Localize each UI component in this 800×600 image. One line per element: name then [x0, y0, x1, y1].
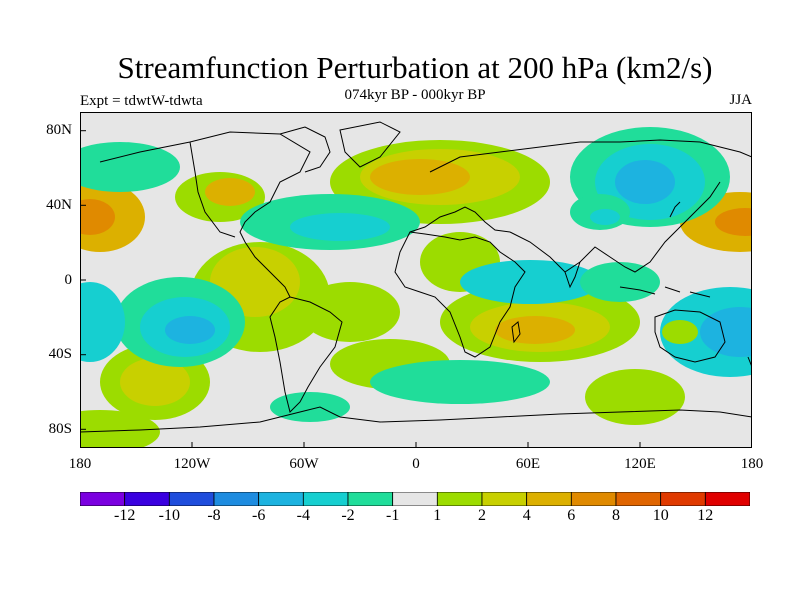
colorbar-swatch — [302, 492, 349, 506]
colorbar — [80, 492, 750, 506]
colorbar-swatch — [392, 492, 438, 506]
lat-tick-label: 0 — [64, 272, 73, 288]
colorbar-swatch — [481, 492, 528, 506]
season-label: JJA — [729, 92, 752, 108]
lon-tick-label: 120E — [624, 456, 656, 472]
colorbar-tick-label: -10 — [158, 507, 180, 524]
colorbar-swatch — [213, 492, 260, 506]
colorbar-swatch — [704, 492, 750, 506]
colorbar-tick-label: 12 — [697, 507, 714, 524]
lon-tick-label: 60E — [515, 456, 541, 472]
colorbar-swatch — [660, 492, 706, 506]
colorbar-swatch — [436, 492, 483, 506]
map-panel — [80, 112, 752, 448]
colorbar-tick-label: 4 — [522, 507, 531, 524]
lon-tick-label: 180 — [68, 456, 92, 472]
axis-ticks — [80, 130, 641, 448]
coastlines — [80, 121, 752, 433]
lat-tick-label: 80N — [46, 122, 72, 138]
colorbar-swatch — [347, 492, 394, 506]
colorbar-tick-label: -2 — [341, 507, 355, 524]
colorbar-tick-label: -12 — [114, 507, 136, 524]
lon-tick-label: 120W — [173, 456, 211, 472]
plot-title: Streamfunction Perturbation at 200 hPa (… — [117, 50, 713, 85]
streamfunction-map — [80, 112, 752, 448]
lon-tick-label: 180 — [740, 456, 764, 472]
colorbar-tick-label: -1 — [386, 507, 400, 524]
colorbar-tick-label: -4 — [296, 507, 310, 524]
experiment-label: Expt = tdwtW-tdwta — [80, 93, 203, 109]
lon-tick-label: 60W — [289, 456, 319, 472]
plot-subtitle: 074kyr BP - 000kyr BP — [344, 87, 486, 103]
colorbar-tick-label: -8 — [207, 507, 221, 524]
colorbar-swatch — [124, 492, 170, 506]
lat-tick-label: 40N — [46, 197, 72, 213]
colorbar-tick-label: 1 — [433, 507, 442, 524]
lon-tick-label: 0 — [412, 456, 420, 472]
colorbar-swatch — [570, 492, 617, 506]
contour-fields — [80, 127, 752, 448]
colorbar-tick-label: -6 — [252, 507, 266, 524]
colorbar-tick-label: 2 — [478, 507, 486, 524]
colorbar-swatch — [526, 492, 572, 506]
colorbar-swatch — [615, 492, 662, 506]
colorbar-tick-label: 10 — [652, 507, 669, 524]
colorbar-tick-label: 6 — [567, 507, 576, 524]
colorbar-swatch — [258, 492, 304, 506]
colorbar-swatch — [168, 492, 215, 506]
lat-tick-label: 40S — [48, 346, 72, 362]
colorbar-tick-label: 8 — [612, 507, 620, 524]
lat-tick-label: 80S — [48, 421, 72, 437]
colorbar-swatch — [80, 492, 126, 506]
